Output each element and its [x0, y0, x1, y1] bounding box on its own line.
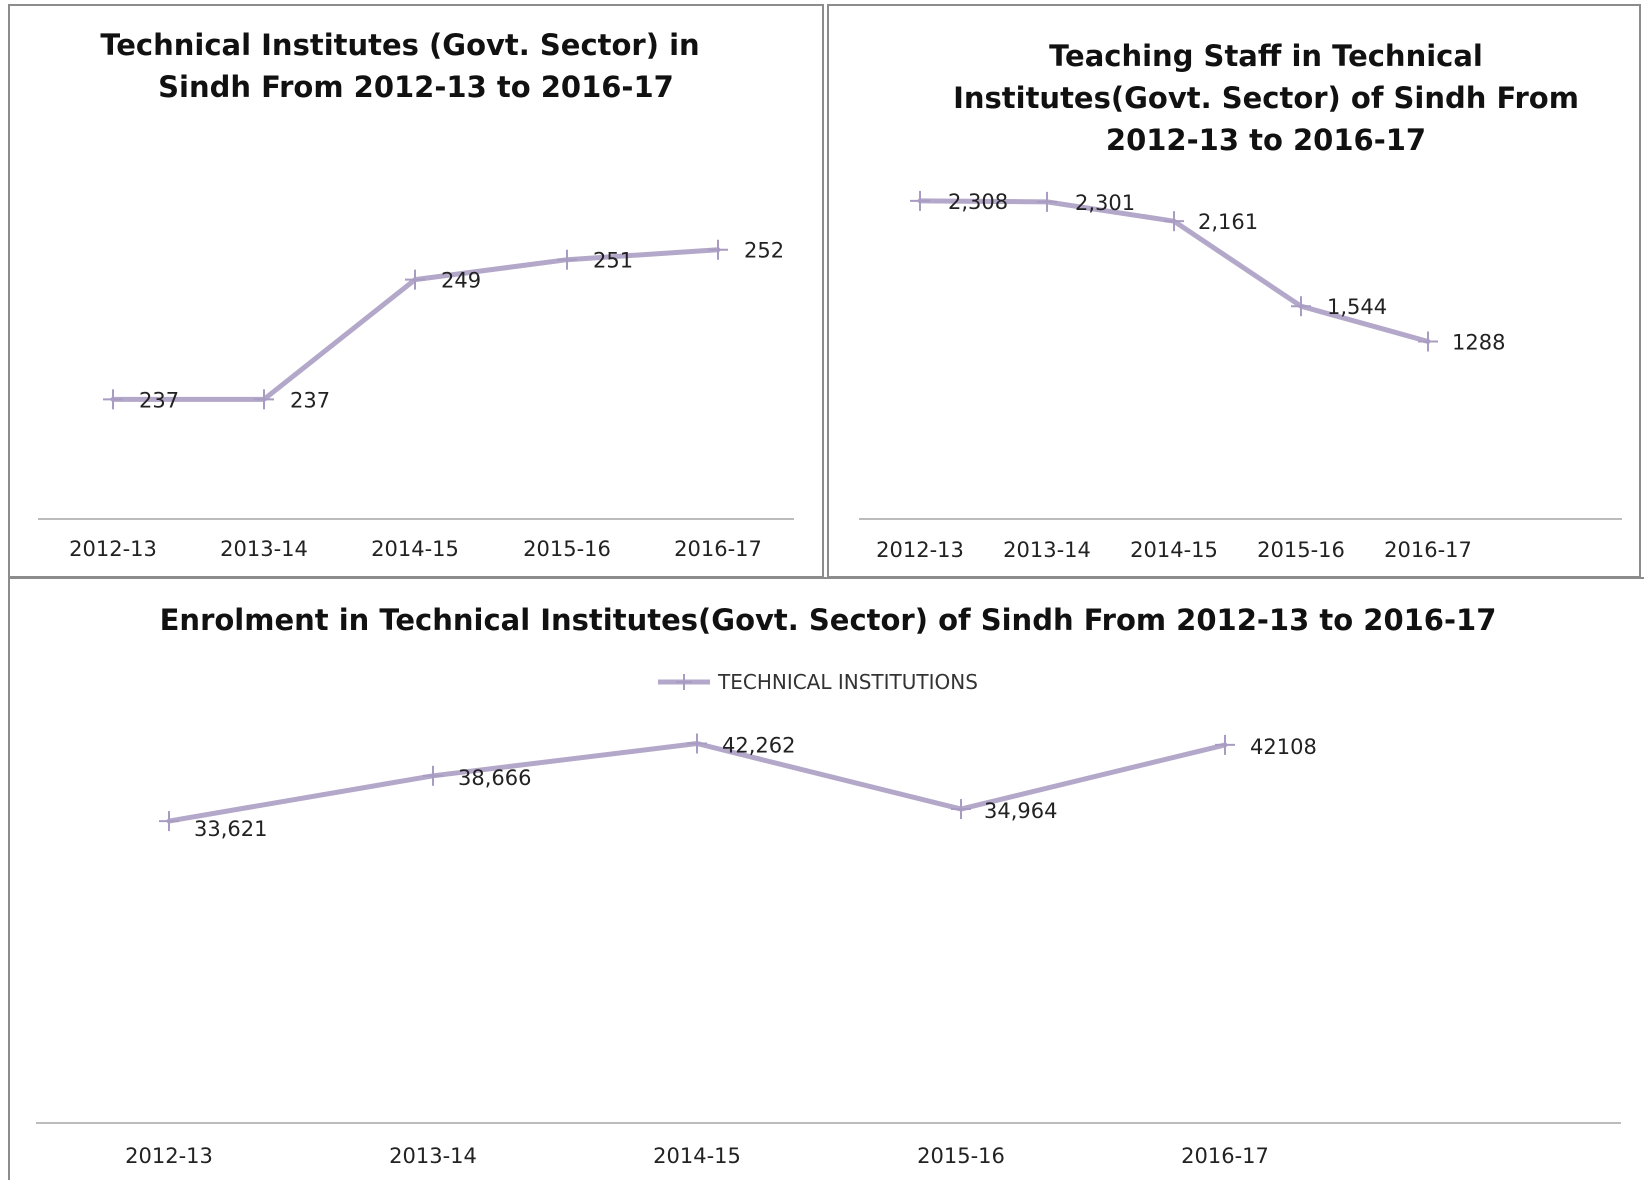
- chart-1-data-label: 251: [593, 249, 633, 273]
- chart-1-title-line-2: Sindh From 2012-13 to 2016-17: [158, 70, 674, 104]
- chart-3-tick-label: 2014-15: [653, 1144, 741, 1168]
- chart-2-teaching-staff: Teaching Staff in Technical Institutes(G…: [859, 39, 1622, 562]
- chart-3-tick-label: 2016-17: [1181, 1144, 1269, 1168]
- chart-3-data-point: [423, 765, 443, 786]
- chart-1-data-point: [405, 269, 425, 290]
- chart-2-tick-label: 2014-15: [1130, 538, 1218, 562]
- chart-2-data-point: [1418, 331, 1438, 352]
- chart-2-data-point: [1037, 191, 1057, 212]
- chart-1-data-label: 237: [290, 388, 330, 412]
- chart-3-data-label: 34,964: [984, 799, 1057, 823]
- chart-1-data-point: [708, 239, 728, 260]
- chart-1-technical-institutes: Technical Institutes (Govt. Sector) in S…: [38, 28, 794, 561]
- chart-1-data-point: [254, 389, 274, 410]
- chart-2-data-label: 1288: [1452, 330, 1505, 354]
- chart-3-series-line: [166, 741, 1228, 824]
- chart-2-data-label: 2,161: [1198, 210, 1258, 234]
- chart-3-tick-label: 2013-14: [389, 1144, 477, 1168]
- chart-3-tick-label: 2015-16: [917, 1144, 1005, 1168]
- chart-1-tick-label: 2016-17: [674, 537, 762, 561]
- chart-1-data-label: 249: [441, 269, 481, 293]
- chart-2-tick-label: 2012-13: [876, 538, 964, 562]
- chart-2-data-label: 2,301: [1075, 191, 1135, 215]
- chart-3-data-label: 38,666: [458, 766, 531, 790]
- chart-3-data-point: [1215, 734, 1235, 755]
- chart-2-tick-label: 2013-14: [1003, 538, 1091, 562]
- chart-2-data-label: 2,308: [948, 190, 1008, 214]
- chart-3-tick-label: 2012-13: [125, 1144, 213, 1168]
- chart-3-data-label: 42,262: [722, 734, 795, 758]
- chart-3-enrolment: Enrolment in Technical Institutes(Govt. …: [36, 603, 1621, 1168]
- chart-1-tick-label: 2015-16: [523, 537, 611, 561]
- chart-2-tick-label: 2015-16: [1257, 538, 1345, 562]
- chart-3-title: Enrolment in Technical Institutes(Govt. …: [160, 603, 1497, 637]
- chart-1-data-label: 237: [139, 388, 179, 412]
- chart-1-title-line-1: Technical Institutes (Govt. Sector) in: [100, 28, 699, 62]
- legend-series-name: TECHNICAL INSTITUTIONS: [717, 670, 978, 694]
- chart-1-data-point: [103, 389, 123, 410]
- chart-2-data-label: 1,544: [1327, 295, 1387, 319]
- chart-3-legend: TECHNICAL INSTITUTIONS: [658, 670, 978, 694]
- chart-3-data-label: 42108: [1250, 735, 1317, 759]
- chart-1-tick-label: 2013-14: [220, 537, 308, 561]
- chart-2-data-point: [1164, 211, 1184, 232]
- chart-1-data-point: [557, 249, 577, 270]
- chart-1-data-label: 252: [744, 239, 784, 263]
- chart-3-data-point: [159, 811, 179, 832]
- chart-3-data-point: [951, 799, 971, 820]
- chart-3-data-label: 33,621: [194, 817, 267, 841]
- chart-2-title-line-3: 2012-13 to 2016-17: [1106, 123, 1426, 157]
- chart-2-data-point: [1291, 296, 1311, 317]
- chart-2-title-line-1: Teaching Staff in Technical: [1049, 39, 1483, 73]
- chart-3-data-point: [687, 733, 707, 754]
- chart-1-tick-label: 2012-13: [69, 537, 157, 561]
- chart-1-tick-label: 2014-15: [371, 537, 459, 561]
- chart-2-title-line-2: Institutes(Govt. Sector) of Sindh From: [953, 81, 1579, 115]
- chart-2-data-point: [910, 190, 930, 211]
- chart-2-tick-label: 2016-17: [1384, 538, 1472, 562]
